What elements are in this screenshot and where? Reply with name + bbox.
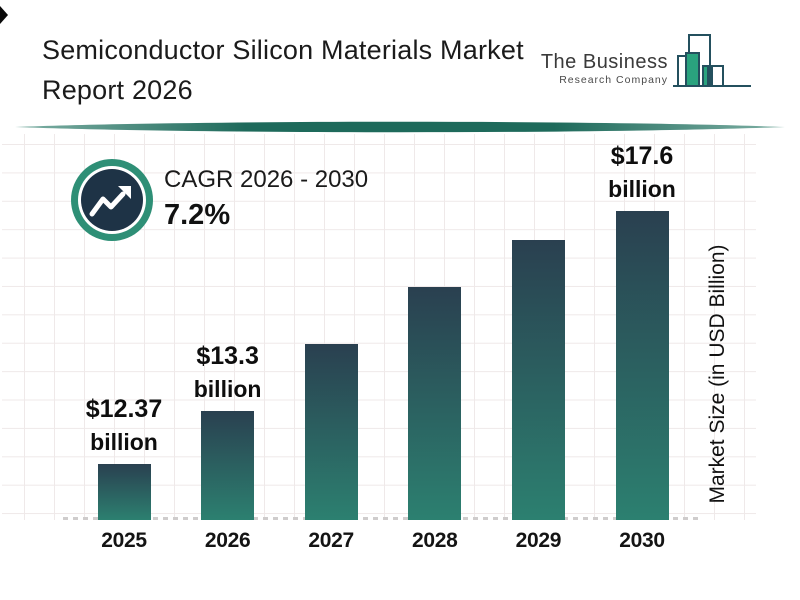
- x-tick-2029: 2029: [515, 529, 562, 552]
- bar-2025: [97, 464, 151, 520]
- bar-value-label-2025: $12.37 billion: [39, 392, 209, 458]
- page-title-line2: Report 2026: [42, 75, 193, 105]
- corner-mark: [0, 6, 8, 24]
- bar-2027: [304, 344, 358, 520]
- x-tick-2026: 2026: [204, 529, 251, 552]
- bar-value-amount-2025: $12.37: [85, 395, 163, 423]
- x-tick-2028: 2028: [412, 529, 458, 552]
- x-tick-2025: 2025: [101, 529, 147, 552]
- trend-up-icon: [71, 159, 153, 241]
- logo-text: The Business Research Company: [480, 50, 668, 86]
- logo-subname: Research Company: [559, 74, 668, 86]
- x-tick-2027: 2027: [308, 529, 354, 552]
- bar-value-amount-2030: $17.6: [610, 142, 674, 170]
- bar-value-amount-2026: $13.3: [196, 342, 259, 370]
- bar-value-unit-2026: billion: [193, 376, 262, 402]
- bar-2030: [615, 211, 669, 520]
- bar-value-label-2030: $17.6 billion: [557, 139, 727, 205]
- bar-value-unit-2025: billion: [90, 429, 158, 455]
- y-axis-label: Market Size (in USD Billion): [706, 244, 729, 504]
- logo-name: The Business: [540, 51, 668, 73]
- page-title-line1: Semiconductor Silicon Materials Market: [42, 35, 524, 65]
- bar-value-unit-2030: billion: [608, 176, 676, 202]
- divider-lens: [15, 121, 785, 133]
- page-title: Semiconductor Silicon Materials Market R…: [42, 30, 524, 110]
- bar-2026: [201, 411, 255, 520]
- logo-bars-icon: [673, 34, 751, 87]
- cagr-label: CAGR 2026 - 2030: [164, 166, 369, 193]
- cagr-value: 7.2%: [164, 199, 231, 231]
- x-axis-baseline: [63, 517, 701, 520]
- x-tick-2030: 2030: [619, 529, 665, 552]
- bar-2029: [511, 240, 565, 520]
- bar-value-label-2026: $13.3 billion: [143, 339, 313, 405]
- bar-2028: [408, 287, 462, 520]
